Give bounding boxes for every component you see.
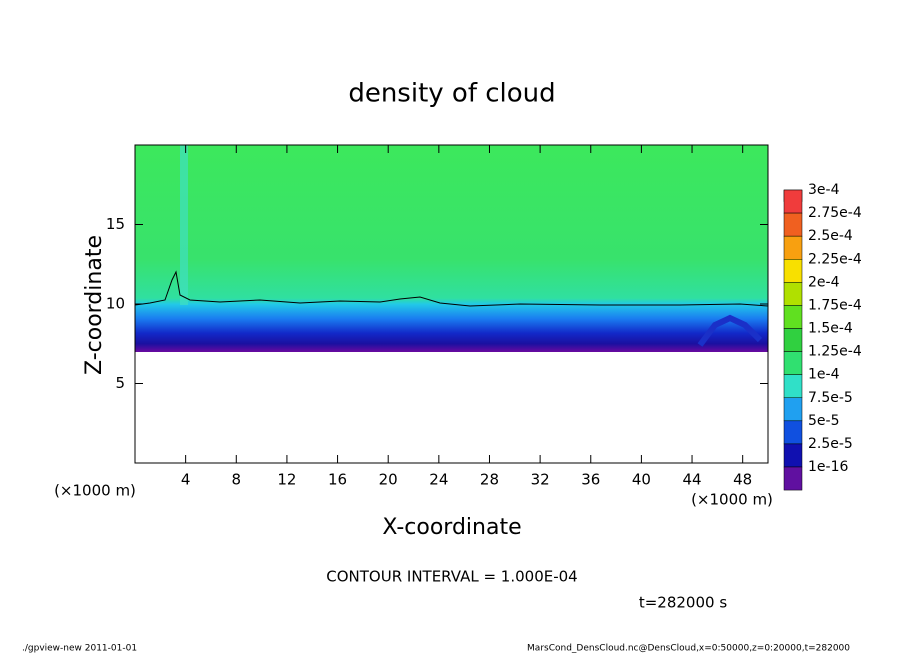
- colorbar-label: 2.75e-4: [808, 205, 862, 221]
- colorbar-label: 2.5e-4: [808, 228, 853, 244]
- colorbar-label: 1.25e-4: [808, 344, 862, 360]
- colorbar-box: [783, 466, 803, 491]
- annotation: t=282000 s: [639, 594, 727, 612]
- colorbar-label: 5e-5: [808, 413, 839, 429]
- colorbar-box: [783, 420, 803, 445]
- colorbar-box: [783, 374, 803, 398]
- field-bump: [697, 314, 763, 347]
- colorbar-label: 1.75e-4: [808, 297, 862, 313]
- footer-right: MarsCond_DensCloud.nc@DensCloud,x=0:5000…: [527, 644, 850, 654]
- x-tick-label: 16: [328, 471, 347, 489]
- colorbar-label: 2e-4: [808, 274, 840, 290]
- chart-title: density of cloud: [348, 79, 555, 109]
- colorbar-box: [783, 282, 803, 306]
- x-tick-label: 32: [531, 471, 550, 489]
- colorbar-label: 2.5e-5: [808, 436, 853, 452]
- y-axis-label: Z-coordinate: [82, 235, 107, 375]
- y-tick-label: 5: [115, 374, 125, 392]
- x-tick-label: 4: [181, 471, 191, 489]
- colorbar-label: 7.5e-5: [808, 390, 853, 406]
- x-tick-label: 28: [480, 471, 499, 489]
- x-tick-label: 12: [277, 471, 296, 489]
- colorbar-box: [783, 443, 803, 468]
- colorbar-label: 1.5e-4: [808, 321, 853, 337]
- colorbar-box: [783, 189, 803, 214]
- field-streak: [180, 145, 188, 305]
- x-tick-label: 24: [429, 471, 448, 489]
- contour-line: [134, 270, 769, 307]
- contour-field: [135, 145, 768, 352]
- x-tick-label: 48: [733, 471, 752, 489]
- y-tick-label: 15: [106, 215, 125, 233]
- colorbar-box: [783, 305, 803, 329]
- colorbar-label: 3e-4: [808, 182, 840, 198]
- x-unit-label: (×1000 m): [691, 491, 773, 509]
- colorbar-box: [783, 212, 803, 237]
- x-tick-label: 8: [232, 471, 242, 489]
- colorbar-box: [783, 351, 803, 375]
- colorbar-box: [783, 235, 803, 260]
- colorbar-box: [783, 328, 803, 352]
- colorbar-label: 2.25e-4: [808, 251, 862, 267]
- colorbar-label: 1e-16: [808, 459, 848, 475]
- colorbar-box: [783, 259, 803, 283]
- footer-left: ./gpview-new 2011-01-01: [22, 644, 137, 654]
- x-tick-label: 40: [632, 471, 651, 489]
- x-axis-label: X-coordinate: [382, 515, 521, 540]
- colorbar-box: [783, 397, 803, 422]
- colorbar-label: 1e-4: [808, 367, 840, 383]
- y-tick-label: 10: [106, 295, 125, 313]
- x-tick-label: 36: [581, 471, 600, 489]
- annotation: CONTOUR INTERVAL = 1.000E-04: [326, 568, 577, 586]
- x-tick-label: 44: [682, 471, 701, 489]
- x-tick-label: 20: [379, 471, 398, 489]
- x-unit-label: (×1000 m): [54, 482, 136, 500]
